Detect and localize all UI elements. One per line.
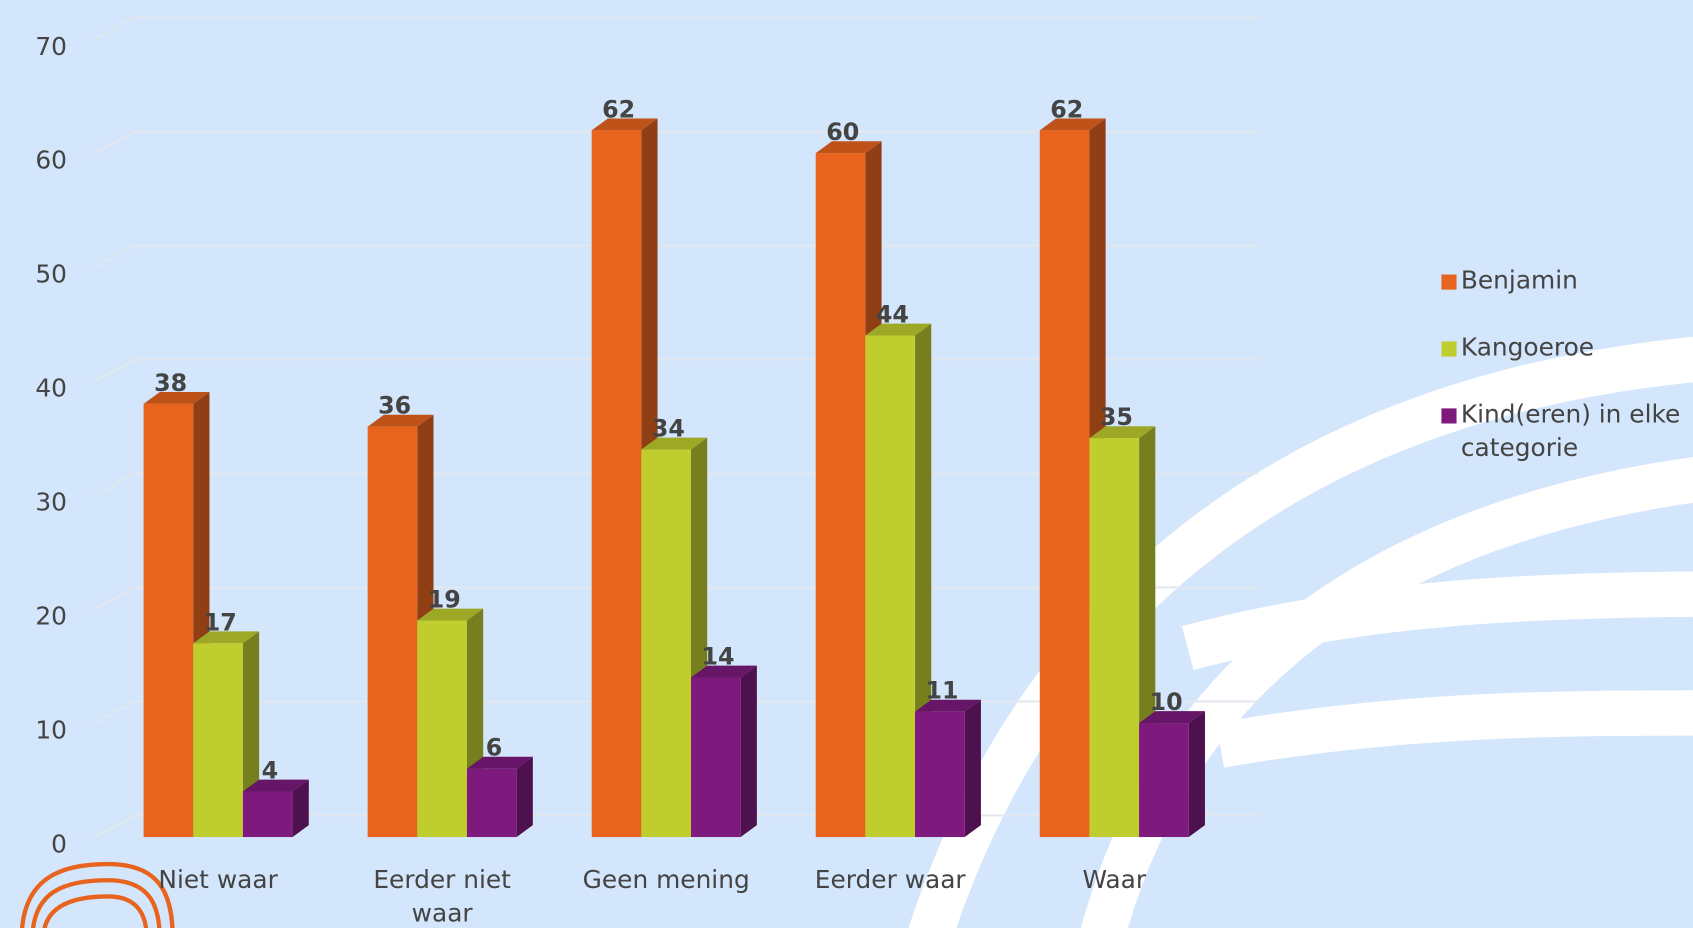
grid-line [94,472,136,497]
data-label: 11 [926,677,959,705]
bar [193,643,243,838]
bar [242,791,293,838]
x-tick-label: Eerder waar [814,866,966,895]
legend-label: Kind(eren) in elke categorie [1460,400,1681,463]
x-tick-label: Geen mening [582,866,750,895]
x-tick-label-box: Eerder niet waar [373,866,511,928]
bar [367,426,418,838]
data-label: 38 [154,369,187,397]
bar-top [367,414,434,427]
x-tick-label: Niet waar [158,866,278,895]
legend-label-box: Kangoeroe [1460,333,1595,362]
bar [1039,130,1090,838]
data-label: 34 [652,415,685,443]
bar-top [1039,118,1106,131]
bar [641,449,692,838]
y-tick-label: 40 [35,374,67,403]
data-label: 44 [876,301,909,329]
grid-line [94,814,136,838]
legend-swatch [1441,341,1457,357]
x-tick-label-box: Niet waar [158,866,278,895]
grid-line [94,358,136,383]
bar-side [516,756,533,838]
data-label: 10 [1150,688,1183,716]
bar-side [292,779,309,838]
data-label: 36 [378,392,411,420]
bar-top [691,665,757,678]
bar-top [1139,711,1205,724]
x-tick-label: Eerder niet waar [373,866,511,928]
y-tick-label: 20 [35,602,67,631]
bar-top [242,779,309,792]
bar-top [591,118,658,131]
bar [417,620,467,838]
data-label: 19 [428,586,461,614]
bar-top [1089,426,1156,439]
grid-line [94,586,136,611]
legend-swatch [1441,274,1457,290]
data-label: 60 [826,118,859,146]
bar [815,153,866,838]
bar [915,711,965,838]
x-tick-label: Waar [1082,866,1147,895]
bar [591,130,642,838]
bar-top [417,608,484,621]
bar-top [865,323,932,336]
bar [466,768,517,838]
legend-label-box: Benjamin [1460,266,1578,296]
data-label: 6 [486,734,503,762]
y-tick-label: 70 [35,32,67,61]
bar-top [641,437,708,450]
bar-side [740,665,757,838]
decoration-rings [20,861,175,928]
data-label: 17 [204,608,237,636]
legend-label-box: Kind(eren) in elke categorie [1460,400,1681,463]
y-tick-label: 10 [35,716,67,745]
legend-label: Kangoeroe [1460,333,1595,362]
y-tick-label: 0 [51,830,67,859]
data-label: 14 [701,643,734,671]
y-tick-label: 50 [35,260,67,289]
data-label: 4 [262,757,279,785]
data-label: 62 [602,95,635,123]
bar-top [815,141,882,154]
bar [1139,723,1189,838]
bar [143,403,194,838]
data-label: 62 [1050,95,1083,123]
bar-top [915,699,981,712]
bar [691,677,741,838]
grid-line [94,700,136,725]
bar [865,335,916,838]
x-tick-label-box: Waar [1082,866,1147,895]
y-tick-label: 30 [35,488,67,517]
bar-side [1188,711,1205,838]
x-tick-label-box: Eerder waar [814,866,966,895]
legend-label: Benjamin [1460,266,1578,296]
x-tick-label-box: Geen mening [582,866,750,895]
bar [1089,438,1140,838]
y-tick-label: 60 [35,146,67,175]
bar-top [143,392,210,404]
grid-line [94,244,136,269]
bar-side [964,699,981,838]
grid-line [94,16,136,41]
grid-line [94,130,136,155]
bar-top [466,756,533,769]
bar-top [193,631,260,644]
data-label: 35 [1100,403,1133,431]
legend-swatch [1441,408,1457,424]
